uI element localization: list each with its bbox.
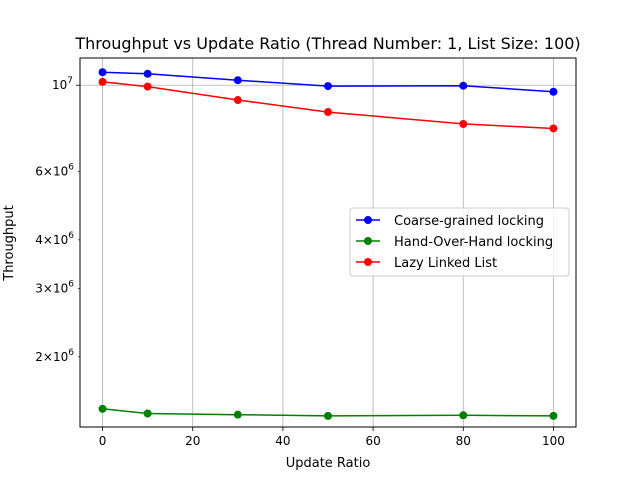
data-point [143, 82, 152, 91]
data-point [324, 108, 332, 117]
y-tick-label: 6×106 [35, 162, 74, 178]
data-point [459, 119, 468, 128]
data-point [459, 81, 468, 90]
legend-box [349, 207, 570, 277]
y-tick-label: 3×106 [35, 279, 74, 295]
chart-title: Throughput vs Update Ratio (Thread Numbe… [74, 34, 580, 53]
data-point [233, 76, 242, 85]
series-line-2 [102, 81, 554, 130]
data-point [98, 77, 107, 86]
data-point [459, 411, 468, 420]
data-point [324, 411, 332, 420]
x-tick-label: 0 [99, 434, 107, 448]
x-tick-label: 20 [185, 434, 200, 448]
x-tick-label: 100 [542, 434, 565, 448]
legend-label: Lazy Linked List [394, 256, 497, 271]
legend-swatch-marker [364, 237, 372, 245]
y-tick-label: 4×106 [35, 231, 74, 247]
x-axis-label: Update Ratio [286, 456, 371, 471]
y-axis-label: Throughput [2, 205, 17, 282]
y-tick-label: 107 [52, 76, 73, 92]
data-point [98, 404, 107, 413]
plot-area-frame [79, 57, 577, 428]
series-lines [98, 68, 558, 420]
y-tick-label: 2×106 [35, 348, 74, 364]
y-axis-ticks: 107 2×106 3×106 4×106 6×106 [35, 76, 80, 364]
data-point [324, 82, 332, 91]
legend-label: Hand-Over-Hand locking [394, 235, 553, 250]
data-point [143, 409, 152, 418]
x-tick-label: 40 [275, 434, 290, 448]
legend: Coarse-grained locking Hand-Over-Hand loc… [349, 207, 570, 277]
legend-items: Coarse-grained locking Hand-Over-Hand loc… [356, 214, 553, 271]
data-point [549, 87, 558, 96]
data-point [143, 69, 152, 78]
legend-swatch-marker [364, 258, 372, 266]
legend-swatch-marker [364, 216, 372, 224]
data-point [98, 68, 107, 77]
series-line-1 [102, 408, 554, 417]
series-line-0 [102, 71, 554, 93]
legend-label: Coarse-grained locking [394, 214, 544, 229]
x-tick-label: 60 [365, 434, 380, 448]
data-point [233, 410, 242, 419]
data-point [233, 96, 242, 105]
x-axis-ticks: 0 20 40 60 80 100 [99, 427, 565, 448]
x-tick-label: 80 [456, 434, 471, 448]
data-point [549, 124, 558, 133]
data-point [549, 411, 558, 420]
